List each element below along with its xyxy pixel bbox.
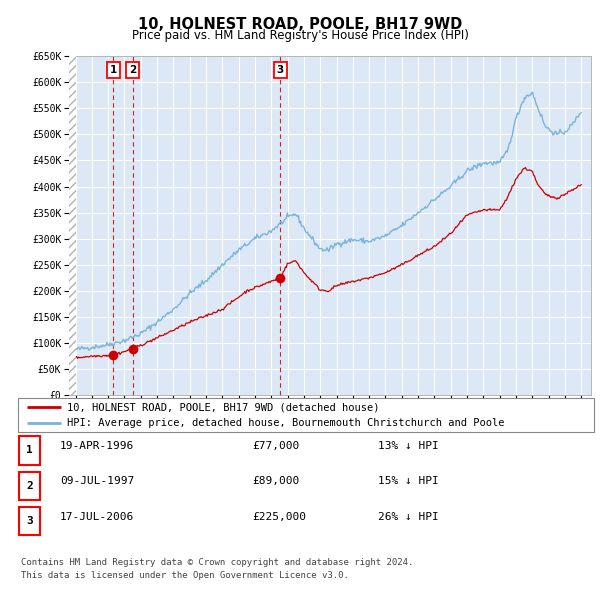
Text: £77,000: £77,000 <box>252 441 299 451</box>
Text: 26% ↓ HPI: 26% ↓ HPI <box>378 512 439 522</box>
Text: £225,000: £225,000 <box>252 512 306 522</box>
Text: 13% ↓ HPI: 13% ↓ HPI <box>378 441 439 451</box>
Text: 2: 2 <box>26 481 33 491</box>
Text: 2: 2 <box>130 65 137 74</box>
Text: Contains HM Land Registry data © Crown copyright and database right 2024.: Contains HM Land Registry data © Crown c… <box>21 558 413 566</box>
Text: 3: 3 <box>26 516 33 526</box>
Text: 1: 1 <box>26 445 33 455</box>
Text: 10, HOLNEST ROAD, POOLE, BH17 9WD (detached house): 10, HOLNEST ROAD, POOLE, BH17 9WD (detac… <box>67 402 379 412</box>
Text: 19-APR-1996: 19-APR-1996 <box>60 441 134 451</box>
Text: 3: 3 <box>277 65 284 74</box>
Text: 17-JUL-2006: 17-JUL-2006 <box>60 512 134 522</box>
Bar <box>69 56 76 395</box>
Text: 1: 1 <box>109 65 116 74</box>
Text: This data is licensed under the Open Government Licence v3.0.: This data is licensed under the Open Gov… <box>21 571 349 580</box>
Text: 15% ↓ HPI: 15% ↓ HPI <box>378 477 439 486</box>
Text: 09-JUL-1997: 09-JUL-1997 <box>60 477 134 486</box>
Text: 10, HOLNEST ROAD, POOLE, BH17 9WD: 10, HOLNEST ROAD, POOLE, BH17 9WD <box>138 17 462 31</box>
Text: £89,000: £89,000 <box>252 477 299 486</box>
Text: Price paid vs. HM Land Registry's House Price Index (HPI): Price paid vs. HM Land Registry's House … <box>131 29 469 42</box>
Text: HPI: Average price, detached house, Bournemouth Christchurch and Poole: HPI: Average price, detached house, Bour… <box>67 418 505 428</box>
